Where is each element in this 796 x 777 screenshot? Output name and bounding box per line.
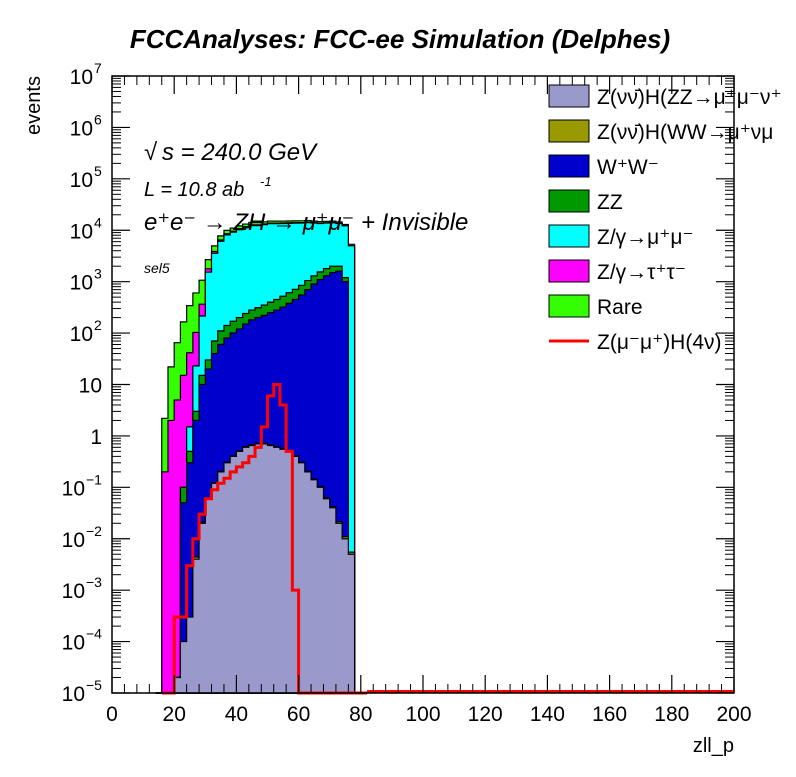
y-axis-label: events xyxy=(23,76,45,135)
process-text: e⁺e⁻ → ZH → μ⁺μ⁻ + Invisible xyxy=(144,209,468,236)
legend-label: Z/γ→μ⁺μ⁻ xyxy=(597,226,694,249)
legend-label: Z(μ⁻μ⁺)H(4ν) xyxy=(597,331,722,354)
y-tick-label: 10 xyxy=(62,683,85,706)
y-tick-label: 10 xyxy=(70,272,93,295)
y-tick-label: 10 xyxy=(70,169,93,192)
legend-label: Z(νν̄)H(WW→μ⁺νμ xyxy=(597,121,773,144)
legend-label: Rare xyxy=(597,296,643,319)
legend-label: Z(νν̄)H(ZZ→μ⁺μ⁻ν⁺ xyxy=(597,86,782,109)
legend-swatch xyxy=(548,224,590,248)
x-tick-label: 120 xyxy=(468,703,503,726)
legend-swatch xyxy=(548,119,590,143)
x-tick-label: 160 xyxy=(592,703,627,726)
y-tick-label: 1 xyxy=(90,426,102,449)
hist-series-0-z-h-zz xyxy=(155,443,368,694)
y-tick-exponent: −2 xyxy=(86,523,102,539)
x-tick-label: 40 xyxy=(225,703,248,726)
y-tick-exponent: 5 xyxy=(94,163,102,179)
legend-swatch xyxy=(548,84,590,108)
legend-swatch xyxy=(548,294,590,318)
y-tick-label: 10 xyxy=(79,375,102,398)
y-tick-label: 10 xyxy=(62,477,85,500)
y-tick-exponent: 4 xyxy=(94,214,102,230)
x-tick-label: 20 xyxy=(163,703,186,726)
y-tick-exponent: −5 xyxy=(86,677,102,693)
legend-swatch xyxy=(548,189,590,213)
legend: Z(νν̄)H(ZZ→μ⁺μ⁻ν⁺ Z(νν̄)H(WW→μ⁺νμ W⁺W⁻ ZZ Z/… xyxy=(548,84,782,354)
legend-label: Z/γ→τ⁺τ⁻ xyxy=(597,261,686,284)
y-tick-exponent: 2 xyxy=(94,317,102,333)
sqrt-s-text: s = 240.0 GeV xyxy=(162,139,318,166)
y-tick-exponent: 7 xyxy=(94,60,102,76)
legend-swatch xyxy=(548,259,590,283)
x-tick-label: 140 xyxy=(530,703,565,726)
legend-label: ZZ xyxy=(597,191,623,214)
y-tick-label: 10 xyxy=(62,580,85,603)
sqrt-s-symbol: √ xyxy=(144,139,158,166)
annotations: √ s = 240.0 GeV L = 10.8 ab -1 e⁺e⁻ → ZH… xyxy=(144,139,468,276)
lumi-exp: -1 xyxy=(260,174,272,189)
selection-text: sel5 xyxy=(144,260,170,276)
legend-swatch xyxy=(548,154,590,178)
legend-label: W⁺W⁻ xyxy=(597,156,659,179)
x-tick-label: 60 xyxy=(287,703,310,726)
y-tick-label: 10 xyxy=(70,220,93,243)
y-tick-label: 10 xyxy=(70,323,93,346)
chart-title: FCCAnalyses: FCC-ee Simulation (Delphes) xyxy=(130,24,670,54)
x-tick-label: 100 xyxy=(405,703,440,726)
y-tick-label: 10 xyxy=(62,529,85,552)
x-tick-label: 0 xyxy=(106,703,118,726)
lumi-text: L = 10.8 ab xyxy=(144,179,244,201)
x-axis-label: zll_p xyxy=(693,735,734,757)
y-tick-label: 10 xyxy=(62,632,85,655)
y-tick-exponent: 6 xyxy=(94,111,102,127)
y-tick-label: 10 xyxy=(70,117,93,140)
y-tick-exponent: −3 xyxy=(86,574,102,590)
y-tick-exponent: 3 xyxy=(94,266,102,282)
y-tick-label: 10 xyxy=(70,66,93,89)
x-tick-label: 80 xyxy=(349,703,372,726)
x-tick-label: 200 xyxy=(716,703,751,726)
y-tick-exponent: −1 xyxy=(86,471,102,487)
x-tick-label: 180 xyxy=(654,703,689,726)
y-tick-exponent: −4 xyxy=(86,626,102,642)
